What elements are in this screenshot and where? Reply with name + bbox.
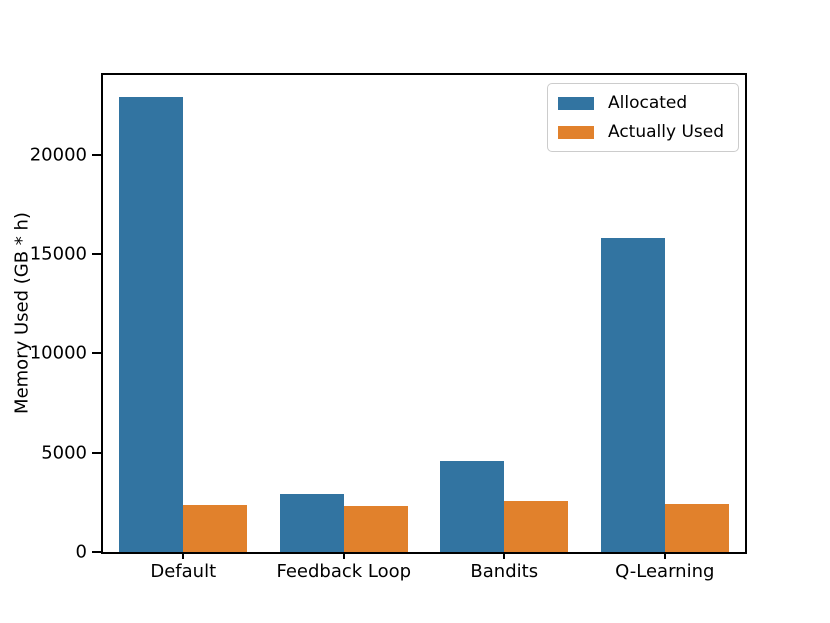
x-tick-mark (503, 552, 506, 559)
y-tick-mark (92, 352, 101, 355)
y-tick-mark (92, 153, 101, 156)
x-tick-mark (342, 552, 345, 559)
x-tick-label: Bandits (470, 561, 539, 582)
y-tick-label: 0 (75, 541, 87, 563)
x-tick-mark (663, 552, 666, 559)
y-tick-label: 5000 (41, 442, 87, 464)
x-tick-mark (182, 552, 185, 559)
y-tick-label: 15000 (29, 243, 87, 265)
bar-group-q-learning (585, 237, 746, 552)
x-tick-label: Feedback Loop (276, 561, 412, 582)
bar-actually-used (504, 500, 569, 552)
legend-swatch-actually-used (558, 125, 594, 139)
bar-actually-used (343, 505, 408, 552)
y-tick-mark (92, 252, 101, 255)
bar-actually-used (664, 504, 729, 552)
legend-item-actually-used: Actually Used (558, 122, 724, 142)
bar-allocated (440, 460, 505, 552)
bar-actually-used (183, 505, 248, 552)
y-tick-label: 20000 (29, 144, 87, 165)
bar-group-default (103, 96, 264, 552)
y-tick-label: 10000 (29, 342, 87, 364)
bar-allocated (119, 96, 184, 552)
legend-item-allocated: Allocated (558, 93, 724, 113)
x-tick-label: Q-Learning (615, 561, 715, 582)
y-tick-mark (92, 551, 101, 553)
bar-allocated (279, 494, 344, 552)
bar-group-bandits (424, 460, 585, 552)
y-axis-label: Memory Used (GB * h) (11, 212, 33, 414)
bar-group-feedback-loop (264, 494, 425, 552)
plot-area: 0 5000 10000 15000 20000 Default Feedbac… (30, 73, 747, 582)
legend-label-actually-used: Actually Used (608, 122, 724, 142)
legend-swatch-allocated (558, 96, 594, 110)
bar-allocated (600, 237, 665, 552)
legend-label-allocated: Allocated (608, 93, 688, 113)
legend: Allocated Actually Used (547, 83, 739, 152)
y-tick-mark (92, 451, 101, 454)
x-tick-label: Default (150, 561, 217, 582)
